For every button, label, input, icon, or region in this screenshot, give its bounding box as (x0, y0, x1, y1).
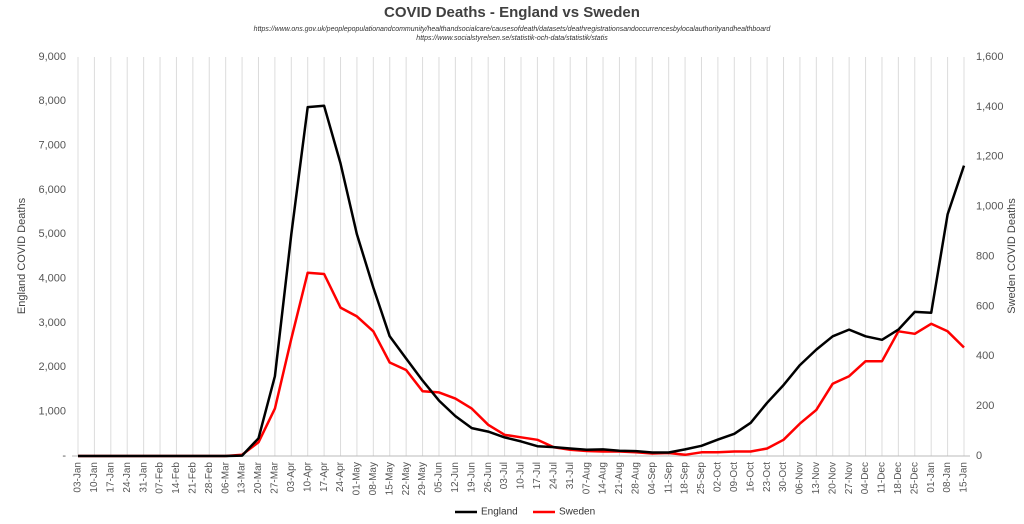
x-tick-label: 15-May (384, 462, 395, 495)
x-tick-label: 24-Jan (122, 462, 133, 493)
x-tick-label: 14-Aug (598, 462, 609, 494)
x-tick-label: 10-Apr (302, 461, 313, 492)
x-tick-label: 15-Jan (959, 462, 970, 493)
x-tick-label: 01-Jan (926, 462, 937, 493)
x-tick-label: 25-Dec (909, 462, 920, 494)
y-axis-label: England COVID Deaths (16, 197, 28, 314)
y2-tick-label: 1,000 (976, 201, 1004, 213)
x-tick-label: 10-Jan (89, 462, 100, 493)
x-tick-label: 28-Feb (204, 462, 215, 494)
x-tick-label: 11-Dec (877, 462, 888, 494)
x-tick-label: 10-Jul (516, 462, 527, 489)
x-tick-label: 21-Aug (614, 462, 625, 494)
x-tick-label: 21-Feb (187, 462, 198, 494)
x-tick-label: 03-Apr (286, 461, 297, 492)
y-tick-label: 8,000 (38, 95, 66, 107)
x-tick-label: 02-Oct (713, 462, 724, 492)
y2-tick-label: 1,600 (976, 51, 1004, 63)
x-tick-label: 03-Jul (499, 462, 510, 489)
y-tick-label: 2,000 (38, 361, 66, 373)
x-tick-label: 14-Feb (171, 462, 182, 494)
x-tick-label: 24-Apr (335, 461, 346, 492)
y-tick-label: - (62, 450, 66, 462)
y2-tick-label: 800 (976, 250, 994, 262)
x-tick-label: 11-Sep (663, 462, 674, 494)
y2-tick-label: 1,200 (976, 151, 1004, 163)
x-tick-label: 08-Jan (942, 462, 953, 493)
legend-label: Sweden (559, 507, 595, 518)
y2-tick-label: 0 (976, 450, 982, 462)
x-tick-label: 17-Apr (319, 461, 330, 492)
x-tick-label: 29-May (417, 462, 428, 495)
x-tick-label: 17-Jul (532, 462, 543, 489)
x-tick-label: 08-May (368, 462, 379, 495)
x-tick-label: 06-Mar (220, 461, 231, 493)
line-series (78, 104, 966, 458)
source: https://www.ons.gov.uk/peoplepopulationa… (254, 26, 772, 33)
x-tick-label: 18-Dec (893, 462, 904, 494)
x-tick-label: 28-Aug (630, 462, 641, 494)
y2-tick-label: 600 (976, 300, 994, 312)
x-tick-label: 31-Jul (565, 462, 576, 489)
x-tick-label: 16-Oct (745, 462, 756, 492)
x-tick-label: 13-Mar (237, 461, 248, 493)
y-tick-label: 5,000 (38, 228, 66, 240)
x-tick-label: 20-Nov (827, 462, 838, 494)
x-tick-label: 13-Nov (811, 462, 822, 494)
x-tick-label: 04-Sep (647, 462, 658, 495)
x-tick-label: 22-May (401, 462, 412, 495)
y2-axis-label: Sweden COVID Deaths (1006, 198, 1018, 314)
x-tick-label: 12-Jun (450, 462, 461, 493)
x-tick-label: 30-Oct (778, 462, 789, 492)
y-tick-label: 4,000 (38, 273, 66, 285)
chart-title: COVID Deaths - England vs Sweden (384, 4, 640, 21)
x-tick-label: 07-Aug (581, 462, 592, 494)
x-tick-label: 01-May (352, 462, 363, 495)
x-tick-label: 05-Jun (434, 462, 445, 493)
y-tick-label: 9,000 (38, 51, 66, 63)
x-tick-label: 17-Jan (105, 462, 116, 493)
x-tick-label: 20-Mar (253, 461, 264, 493)
y2-tick-label: 1,400 (976, 101, 1004, 113)
x-tick-label: 24-Jul (548, 462, 559, 489)
x-tick-label: 27-Mar (270, 461, 281, 493)
x-tick-label: 27-Nov (844, 462, 855, 494)
x-tick-label: 18-Sep (680, 462, 691, 495)
y2-tick-label: 400 (976, 350, 994, 362)
legend-label: England (481, 507, 518, 518)
x-tick-label: 26-Jun (483, 462, 494, 493)
x-tick-label: 31-Jan (138, 462, 149, 493)
x-tick-label: 23-Oct (762, 462, 773, 492)
x-tick-label: 25-Sep (696, 462, 707, 495)
x-tick-label: 09-Oct (729, 462, 740, 492)
x-tick-label: 07-Feb (155, 462, 166, 494)
x-tick-label: 19-Jun (466, 462, 477, 493)
y-tick-label: 3,000 (38, 317, 66, 329)
x-tick-label: 06-Nov (795, 462, 806, 494)
y2-tick-label: 200 (976, 400, 994, 412)
y-tick-label: 6,000 (38, 184, 66, 196)
y-tick-label: 1,000 (38, 406, 66, 418)
source: https://www.socialstyrelsen.se/statistik… (416, 35, 608, 42)
x-tick-label: 04-Dec (860, 462, 871, 494)
y-tick-label: 7,000 (38, 140, 66, 152)
x-tick-label: 03-Jan (73, 462, 84, 493)
